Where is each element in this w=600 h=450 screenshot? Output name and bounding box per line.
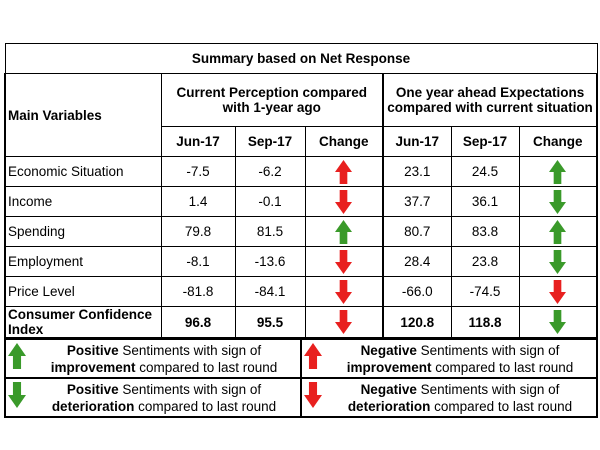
ex-change-arrow xyxy=(518,216,599,247)
table-row: Price Level -81.8 -84.1 -66.0 -74.5 xyxy=(4,276,599,307)
table-title: Summary based on Net Response xyxy=(4,43,598,74)
cci-cur-change xyxy=(304,306,384,338)
row-label: Income xyxy=(4,186,162,217)
expectations-header: One year ahead Expectations compared wit… xyxy=(381,73,599,127)
cci-ex-sep: 118.8 xyxy=(450,306,520,338)
cci-ex-jun: 120.8 xyxy=(382,306,452,338)
ex-jun-value: 28.4 xyxy=(382,246,452,277)
cur-jun-header: Jun-17 xyxy=(160,126,236,157)
legend-negative-improvement: Negative Sentiments with sign of improvem… xyxy=(300,338,598,379)
cur-change-arrow xyxy=(304,186,384,217)
cci-cur-sep: 95.5 xyxy=(234,306,306,338)
ex-change-header: Change xyxy=(518,126,599,157)
cur-change-arrow xyxy=(304,276,384,307)
ex-change-arrow xyxy=(518,186,599,217)
ex-sep-header: Sep-17 xyxy=(450,126,520,157)
ex-sep-value: 23.8 xyxy=(450,246,520,277)
cur-sep-value: -13.6 xyxy=(234,246,306,277)
row-label: Spending xyxy=(4,216,162,247)
ex-sep-value: 83.8 xyxy=(450,216,520,247)
ex-change-arrow xyxy=(518,276,599,307)
cur-sep-value: -6.2 xyxy=(234,156,306,187)
row-label: Economic Situation xyxy=(4,156,162,187)
cur-jun-value: -7.5 xyxy=(160,156,236,187)
cci-cur-jun: 96.8 xyxy=(160,306,236,338)
cci-ex-change xyxy=(518,306,599,338)
summary-table: Summary based on Net Response Main Varia… xyxy=(4,43,599,338)
cur-sep-value: 81.5 xyxy=(234,216,306,247)
cur-change-header: Change xyxy=(304,126,384,157)
ex-sep-value: 24.5 xyxy=(450,156,520,187)
ex-jun-value: -66.0 xyxy=(382,276,452,307)
ex-jun-value: 37.7 xyxy=(382,186,452,217)
ex-jun-header: Jun-17 xyxy=(382,126,452,157)
cur-sep-value: -0.1 xyxy=(234,186,306,217)
summary-table-container: Summary based on Net Response Main Varia… xyxy=(4,43,599,418)
table-row: Employment -8.1 -13.6 28.4 23.8 xyxy=(4,246,599,277)
ex-jun-value: 80.7 xyxy=(382,216,452,247)
ex-sep-value: 36.1 xyxy=(450,186,520,217)
legend-positive-improvement: Positive Sentiments with sign of improvem… xyxy=(4,338,302,379)
row-label: Employment xyxy=(4,246,162,277)
arrow-up-green-icon xyxy=(8,343,30,374)
cur-change-arrow xyxy=(304,246,384,277)
cur-jun-value: 79.8 xyxy=(160,216,236,247)
ex-jun-value: 23.1 xyxy=(382,156,452,187)
cur-change-arrow xyxy=(304,216,384,247)
cur-sep-value: -84.1 xyxy=(234,276,306,307)
legend-negative-deterioration: Negative Sentiments with sign of deterior… xyxy=(300,377,598,418)
ex-change-arrow xyxy=(518,246,599,277)
table-row: Economic Situation -7.5 -6.2 23.1 24.5 xyxy=(4,156,599,187)
legend-positive-deterioration: Positive Sentiments with sign of deterior… xyxy=(4,377,302,418)
arrow-down-red-icon xyxy=(304,382,326,413)
arrow-up-red-icon xyxy=(304,343,326,374)
arrow-down-green-icon xyxy=(8,382,30,413)
cur-jun-value: 1.4 xyxy=(160,186,236,217)
cci-label: Consumer Confidence Index xyxy=(4,306,162,338)
cur-jun-value: -81.8 xyxy=(160,276,236,307)
main-variables-header: Main Variables xyxy=(4,73,162,157)
legend-table: Positive Sentiments with sign of improvem… xyxy=(4,338,598,418)
ex-sep-value: -74.5 xyxy=(450,276,520,307)
ex-change-arrow xyxy=(518,156,599,187)
current-perception-header: Current Perception compared with 1-year … xyxy=(160,73,384,127)
cur-jun-value: -8.1 xyxy=(160,246,236,277)
cur-change-arrow xyxy=(304,156,384,187)
table-row: Income 1.4 -0.1 37.7 36.1 xyxy=(4,186,599,217)
table-row: Spending 79.8 81.5 80.7 83.8 xyxy=(4,216,599,247)
row-label: Price Level xyxy=(4,276,162,307)
cur-sep-header: Sep-17 xyxy=(234,126,306,157)
